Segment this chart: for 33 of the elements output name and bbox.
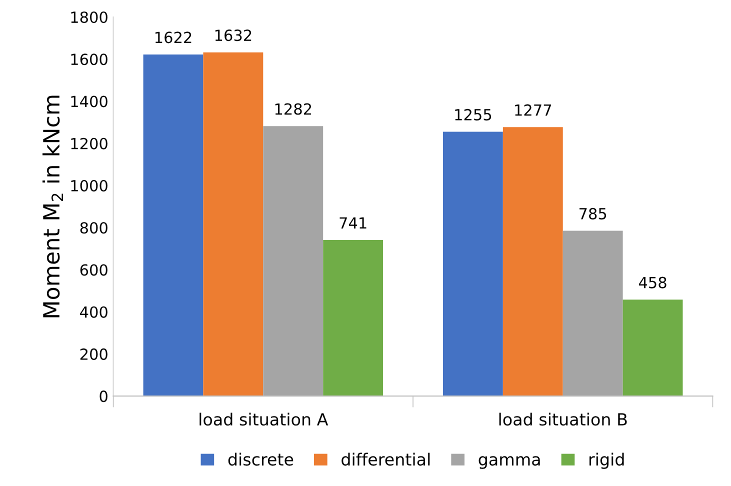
y-tick-label: 1200	[71, 138, 108, 150]
x-tick-label: load situation B	[499, 412, 627, 426]
y-tick-label: 0	[100, 390, 108, 402]
y-tick-label: 800	[80, 222, 108, 234]
bar	[502, 127, 563, 396]
data-label: 458	[638, 276, 666, 288]
bar	[562, 230, 623, 396]
legend-label: discrete	[228, 452, 294, 466]
data-label: 1255	[455, 108, 492, 120]
y-tick-label: 1400	[71, 96, 108, 108]
y-tick-label: 1800	[71, 11, 108, 24]
y-tick-label: 200	[80, 348, 108, 360]
bar	[323, 240, 384, 396]
data-label: 1277	[515, 104, 552, 116]
legend-label: gamma	[478, 456, 540, 469]
bar	[263, 126, 324, 396]
y-tick-label: 400	[80, 306, 108, 318]
legend-label: rigid	[590, 452, 624, 469]
y-tick-label: 1000	[71, 180, 108, 192]
data-label: 1632	[215, 30, 252, 42]
legend-label: differential	[342, 452, 430, 466]
x-tick-label: load situation A	[200, 412, 328, 426]
bar	[143, 54, 204, 396]
data-label: 741	[340, 217, 366, 229]
y-axis-title: Moment M$_{2}$ in kNcm	[42, 96, 64, 318]
y-tick-label: 600	[80, 264, 108, 276]
bar	[203, 52, 264, 396]
data-label: 1282	[275, 103, 312, 115]
data-label: 1622	[155, 32, 192, 44]
bar	[442, 132, 503, 396]
bar	[622, 300, 683, 396]
y-tick-label: 1600	[71, 54, 108, 66]
data-label: 785	[580, 208, 606, 220]
